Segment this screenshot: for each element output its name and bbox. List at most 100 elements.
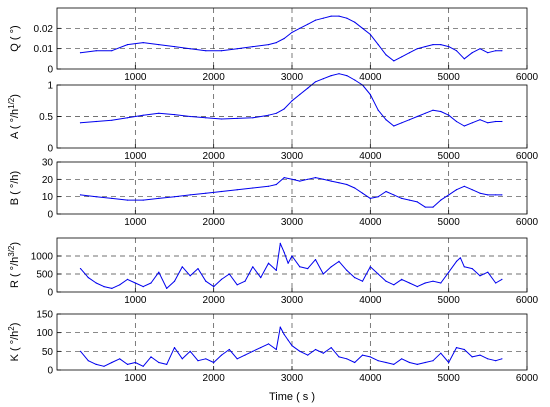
x-tick-label: 3000 (281, 217, 304, 228)
data-point (158, 44, 160, 46)
data-point (479, 354, 481, 356)
data-point (213, 286, 215, 288)
data-point (377, 196, 379, 198)
data-point (338, 182, 340, 184)
data-point (158, 361, 160, 364)
data-point (205, 192, 207, 194)
data-point (495, 194, 497, 196)
data-point (126, 117, 129, 119)
data-point (291, 178, 293, 180)
data-point (158, 271, 160, 273)
data-point (95, 282, 97, 284)
data-point (79, 122, 82, 124)
data-point (408, 361, 411, 364)
data-point (487, 358, 489, 360)
data-point (314, 177, 317, 179)
data-point (220, 118, 223, 120)
data-point (440, 110, 442, 113)
data-point (455, 120, 458, 123)
y-tick-label: 1 (47, 81, 53, 92)
data-point (307, 87, 309, 89)
data-point (307, 23, 309, 25)
data-point (408, 199, 411, 201)
x-tick-label: 4000 (359, 72, 382, 83)
data-point (287, 339, 289, 341)
axes-frame (56, 7, 528, 70)
data-point (369, 93, 371, 96)
y-tick-label: 20 (42, 175, 54, 186)
data-point (495, 360, 497, 362)
y-tick-label: 100 (36, 328, 53, 339)
data-point (401, 358, 403, 360)
data-point (463, 266, 465, 268)
data-point (283, 177, 285, 179)
data-point (111, 361, 113, 364)
data-point (487, 52, 489, 54)
data-point (291, 255, 293, 257)
data-point (322, 273, 324, 275)
data-point (346, 17, 348, 19)
data-point (103, 365, 105, 367)
y-tick-label: 0.01 (34, 44, 54, 55)
data-point (279, 242, 281, 244)
x-tick-label: 6000 (516, 217, 539, 228)
data-point (260, 347, 262, 349)
data-point (126, 363, 129, 365)
x-tick-label: 3000 (281, 373, 304, 384)
data-point (267, 114, 270, 116)
data-point (220, 50, 223, 52)
data-point (479, 275, 481, 277)
data-point (385, 361, 387, 364)
x-tick-label: 1000 (124, 72, 147, 83)
x-tick-label: 3000 (281, 295, 304, 306)
data-point (228, 348, 230, 351)
data-point (166, 287, 168, 289)
data-point (440, 352, 442, 354)
data-point (432, 206, 434, 208)
data-point (126, 199, 129, 201)
data-point (283, 333, 285, 336)
data-point (408, 52, 411, 54)
data-point (197, 360, 199, 362)
x-tick-label: 4000 (359, 295, 382, 306)
data-point (111, 50, 113, 52)
data-point (299, 266, 301, 268)
data-point (103, 286, 105, 288)
data-point (448, 361, 450, 364)
panel-2: 1000 2000 3000 4000 5000 6000 0 0.5 1 A ( °/h1/2) (7, 73, 539, 162)
data-point (424, 112, 426, 114)
series-line-4 (80, 242, 503, 289)
data-point (463, 58, 465, 60)
data-point (424, 282, 426, 284)
data-point (307, 178, 309, 180)
data-point (501, 278, 503, 280)
data-point (252, 117, 254, 119)
data-point (275, 183, 277, 186)
data-point (416, 115, 418, 118)
data-point (354, 21, 356, 23)
data-point (495, 120, 497, 123)
y-tick-label: 10 (42, 192, 54, 203)
data-point (314, 259, 317, 261)
data-point (377, 360, 379, 362)
data-point (338, 15, 340, 17)
data-point (401, 122, 403, 124)
data-point (471, 356, 473, 358)
data-point (236, 358, 238, 360)
data-point (501, 358, 503, 360)
data-point (95, 363, 97, 365)
data-point (267, 343, 270, 345)
data-point (448, 194, 450, 196)
data-point (173, 280, 176, 282)
data-point (220, 278, 223, 280)
data-point (287, 262, 289, 264)
x-tick-label: 6000 (516, 72, 539, 83)
data-point (260, 277, 262, 279)
data-point (126, 278, 129, 280)
data-point (189, 194, 191, 196)
data-point (393, 363, 395, 365)
data-point (205, 50, 207, 52)
data-point (501, 194, 503, 196)
y-tick-label: 0.02 (34, 24, 54, 35)
